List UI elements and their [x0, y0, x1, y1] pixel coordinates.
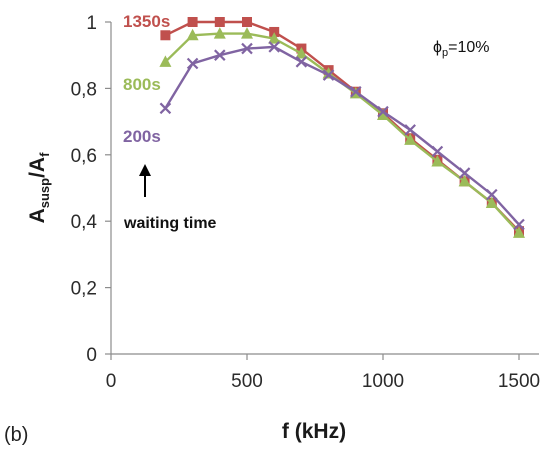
data-point-1350s	[269, 26, 280, 37]
y-tick-label: 0	[86, 345, 97, 366]
data-point-200s	[186, 57, 199, 70]
volume-fraction-label: ϕp=10%	[433, 39, 489, 59]
y-axis-title: Asusp/Af	[26, 152, 52, 224]
data-point-200s	[350, 85, 362, 98]
y-tick-label: 0,4	[71, 212, 98, 233]
data-point-800s	[213, 27, 226, 39]
data-point-1350s	[187, 17, 198, 27]
data-point-200s	[431, 145, 444, 158]
data-point-200s	[513, 218, 525, 231]
y-tick-label: 0,2	[71, 279, 97, 300]
data-point-200s	[377, 105, 389, 118]
data-point-1350s	[214, 17, 225, 27]
data-point-200s	[322, 69, 335, 81]
data-point-800s	[513, 226, 525, 238]
waiting-time-label: waiting time	[123, 215, 217, 232]
data-point-1350s	[242, 17, 252, 27]
y-tick-label: 0,8	[71, 79, 97, 100]
panel-label: (b)	[4, 424, 28, 446]
data-point-200s	[214, 49, 226, 61]
series-label-1350s: 1350s	[123, 12, 170, 31]
series-line-800s	[164, 32, 520, 234]
y-tick-label: 1	[86, 13, 97, 34]
data-point-800s	[377, 108, 389, 120]
data-point-800s	[485, 196, 498, 208]
series-800s	[159, 27, 525, 238]
data-point-200s	[159, 102, 172, 115]
x-tick-label: 500	[231, 371, 263, 392]
x-axis-title: f (kHz)	[282, 420, 346, 443]
y-axis-ticks: 0 0,2 0,4 0,6 0,8 1	[71, 13, 111, 366]
data-point-200s	[241, 42, 253, 55]
series-200s	[159, 41, 525, 231]
x-axis-ticks: 0 500 1000 1500	[106, 354, 540, 392]
series-line-200s	[164, 45, 520, 226]
data-point-800s	[159, 55, 172, 67]
waiting-time-arrow-icon	[139, 164, 151, 197]
data-point-200s	[404, 124, 416, 136]
series-layer	[159, 17, 525, 238]
data-point-800s	[431, 154, 444, 167]
data-point-800s	[268, 32, 281, 44]
data-point-800s	[295, 47, 308, 59]
data-point-200s	[295, 56, 308, 68]
data-point-1350s	[160, 30, 171, 41]
data-point-200s	[458, 167, 471, 179]
x-tick-label: 1000	[362, 371, 404, 392]
y-tick-label: 0,6	[71, 146, 97, 167]
data-point-800s	[241, 27, 253, 39]
series-label-800s: 800s	[123, 75, 161, 94]
data-point-800s	[404, 133, 417, 145]
data-point-200s	[486, 188, 498, 201]
data-point-800s	[458, 174, 471, 187]
x-tick-label: 0	[106, 371, 117, 392]
series-label-200s: 200s	[123, 127, 161, 146]
data-point-800s	[186, 28, 199, 41]
x-tick-label: 1500	[498, 371, 540, 392]
data-point-200s	[268, 41, 280, 53]
